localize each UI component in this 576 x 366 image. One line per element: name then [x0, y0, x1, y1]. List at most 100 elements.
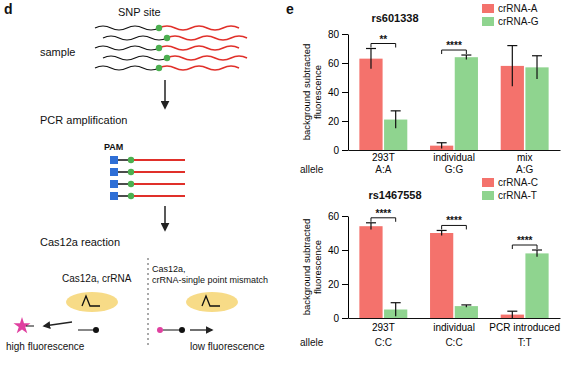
amplicon — [110, 192, 185, 200]
tick: 60 — [328, 211, 348, 222]
error-bar — [370, 223, 371, 230]
amplicon — [110, 156, 185, 164]
tick-label: 0 — [333, 313, 339, 324]
tick-mark — [342, 63, 348, 64]
tick: 0 — [333, 145, 348, 156]
bar — [359, 59, 382, 150]
tick-label: 0 — [333, 145, 339, 156]
panel-d: dSNP sitesamplePCR amplificationPAMCas12… — [4, 1, 268, 352]
error-bar — [466, 55, 467, 59]
plot-area — [359, 46, 548, 150]
tick: PCR introduced — [489, 318, 560, 333]
x-axis: 293T individual mix — [349, 150, 561, 163]
axis-line — [348, 35, 349, 151]
tick-label: 40 — [328, 87, 340, 98]
legend-label: crRNA-T — [498, 190, 537, 201]
error-bar — [536, 56, 537, 79]
tick: 0 — [333, 313, 348, 324]
error-bar — [370, 49, 371, 69]
cas12a-complex — [186, 292, 238, 312]
legend: crRNA-A crRNA-G — [482, 3, 539, 27]
tick-label: 20 — [328, 279, 340, 290]
complex-label: Cas12a, crRNA — [62, 273, 132, 284]
error-bar — [441, 230, 442, 235]
row-value: A:A — [375, 164, 391, 175]
tick: 293T — [372, 318, 395, 333]
reporter-intact — [157, 327, 212, 333]
tick: 60 — [328, 58, 348, 69]
sample-label: sample — [40, 46, 75, 58]
outcome-label: high fluorescence — [6, 341, 85, 352]
axis-line — [348, 217, 349, 319]
row-value: G:G — [445, 164, 464, 175]
tick: 80 — [328, 29, 348, 40]
legend-swatch — [482, 4, 494, 13]
y-axis: 0 20 40 60 — [328, 211, 349, 324]
error-cap — [461, 304, 471, 305]
chart-title: rs601338 — [371, 12, 418, 24]
cas12a-complex — [66, 292, 118, 312]
error-cap — [532, 249, 542, 250]
row-label: allele — [300, 337, 324, 348]
row-label: allele — [300, 164, 324, 175]
significance-label: **** — [376, 208, 392, 219]
legend-swatch — [482, 17, 494, 26]
row-value: C:C — [445, 337, 462, 348]
error-cap — [437, 142, 447, 143]
x-axis: 293T individual PCR introduced — [349, 318, 561, 333]
significance-label: **** — [517, 235, 533, 246]
outcome-label: low fluorescence — [190, 341, 265, 352]
tick-label: 80 — [328, 29, 340, 40]
error-bar — [395, 303, 396, 317]
panel-label: d — [4, 1, 13, 17]
axis-line — [349, 150, 561, 151]
error-cap — [507, 311, 517, 312]
row-value: T:T — [518, 337, 532, 348]
tick-mark — [342, 318, 348, 319]
tick-label: 293T — [372, 152, 395, 163]
error-cap — [507, 45, 517, 46]
dna-strand — [95, 25, 239, 31]
error-cap — [366, 222, 376, 223]
legend-swatch — [482, 191, 494, 200]
reporter-cleaved — [13, 317, 99, 333]
tick-label: individual — [433, 152, 475, 163]
row-value: A:G — [516, 164, 533, 175]
legend-label: crRNA-A — [498, 3, 538, 14]
tick-mark — [342, 92, 348, 93]
dna-strand — [103, 55, 247, 61]
bar-chart: rs601338background subtractedfluorescenc… — [300, 3, 561, 175]
y-axis: 0 20 40 60 80 — [328, 29, 349, 156]
legend-label: crRNA-C — [498, 177, 538, 188]
tick: 40 — [328, 245, 348, 256]
tick-label: individual — [433, 322, 475, 333]
figure: dSNP sitesamplePCR amplificationPAMCas12… — [0, 0, 576, 366]
legend: crRNA-C crRNA-T — [482, 177, 538, 201]
tick-mark — [342, 121, 348, 122]
error-bar — [395, 111, 396, 128]
amplicon — [110, 168, 185, 176]
tick: 20 — [328, 116, 348, 127]
tick-label: mix — [517, 152, 533, 163]
dna-strand — [95, 65, 239, 71]
bar — [525, 253, 548, 318]
error-bar — [512, 46, 513, 87]
panel-label: e — [286, 1, 294, 17]
step-label: PCR amplification — [40, 114, 127, 126]
significance-label: ** — [379, 34, 387, 45]
error-bar — [536, 250, 537, 257]
tick-mark — [342, 216, 348, 217]
tick-label: 60 — [328, 211, 340, 222]
bar — [430, 233, 453, 318]
bar — [455, 57, 478, 150]
axis-title: background subtractedfluorescence — [301, 219, 323, 316]
error-bar — [441, 143, 442, 149]
snp-label: SNP site — [118, 6, 161, 18]
legend-swatch — [482, 178, 494, 187]
tick-mark — [342, 250, 348, 251]
error-bar — [512, 311, 513, 318]
tick: mix — [517, 150, 533, 163]
error-cap — [532, 55, 542, 56]
bar-chart: rs1467558background subtractedfluorescen… — [300, 177, 561, 348]
legend-label: crRNA-G — [498, 16, 539, 27]
